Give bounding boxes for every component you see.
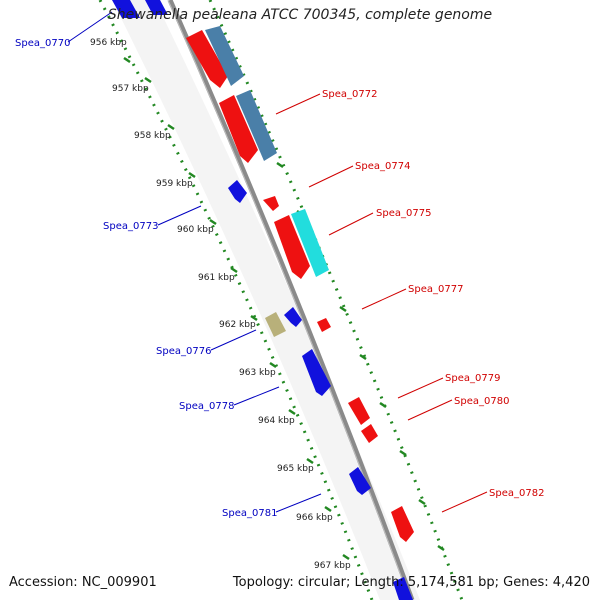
genome-backbone-shine — [167, 0, 411, 600]
gene-label-spea-0770[interactable]: Spea_0770 — [15, 38, 70, 49]
scale-label: 956 kbp — [90, 38, 127, 48]
gene-feature[interactable] — [145, 0, 168, 15]
kbp-tick — [230, 266, 238, 274]
gene-label-spea-0778[interactable]: Spea_0778 — [179, 401, 234, 412]
kbp-tick — [209, 218, 217, 226]
scale-label: 967 kbp — [314, 561, 351, 571]
gene-feature[interactable] — [302, 349, 331, 396]
kbp-tick — [437, 544, 445, 552]
label-leader-lines — [67, 11, 488, 513]
scale-label: 962 kbp — [219, 320, 256, 330]
scale-label: 958 kbp — [134, 131, 171, 141]
scale-label: 959 kbp — [156, 179, 193, 189]
kbp-tick — [276, 161, 284, 169]
gene-feature[interactable] — [348, 397, 370, 425]
gene-features — [112, 0, 414, 600]
gene-feature[interactable] — [265, 312, 286, 337]
gene-label-spea-0777[interactable]: Spea_0777 — [408, 284, 463, 295]
gene-feature[interactable] — [361, 424, 378, 443]
gene-feature[interactable] — [317, 318, 331, 332]
kbp-tick — [123, 56, 131, 64]
scale-label: 960 kbp — [177, 225, 214, 235]
gene-label-spea-0773[interactable]: Spea_0773 — [103, 221, 158, 232]
scale-label: 964 kbp — [258, 416, 295, 426]
kbp-tick — [144, 76, 152, 84]
kbp-tick — [188, 171, 196, 179]
gene-labels: Spea_0770 Spea_0772 Spea_0774 Spea_0775 … — [15, 38, 544, 519]
gene-feature[interactable] — [219, 95, 258, 163]
gene-feature[interactable] — [274, 215, 310, 279]
scale-label: 966 kbp — [296, 513, 333, 523]
gene-feature[interactable] — [284, 307, 302, 327]
scale-label: 965 kbp — [277, 464, 314, 474]
scale-label: 961 kbp — [198, 273, 235, 283]
gene-label-spea-0776[interactable]: Spea_0776 — [156, 346, 211, 357]
tick-tracks — [98, 0, 464, 600]
backbone-highlight — [112, 0, 420, 600]
scale-label: 957 kbp — [112, 84, 149, 94]
accession-text: Accession: NC_009901 — [9, 575, 157, 590]
gene-label-spea-0780[interactable]: Spea_0780 — [454, 396, 509, 407]
gene-label-spea-0782[interactable]: Spea_0782 — [489, 488, 544, 499]
kbp-tick — [399, 449, 407, 457]
gene-label-spea-0779[interactable]: Spea_0779 — [445, 373, 500, 384]
kbp-tick — [306, 457, 314, 465]
kbp-tick — [269, 361, 277, 369]
kbp-tick — [339, 305, 347, 313]
gene-feature[interactable] — [391, 506, 414, 542]
kbp-tick — [324, 505, 332, 513]
kbp-tick — [288, 408, 296, 416]
gene-label-spea-0781[interactable]: Spea_0781 — [222, 508, 277, 519]
kbp-tick — [342, 553, 350, 561]
gene-feature[interactable] — [236, 90, 277, 161]
kbp-tick — [379, 401, 387, 409]
scale-labels: 956 kbp 957 kbp 958 kbp 959 kbp 960 kbp … — [90, 38, 351, 571]
gene-feature[interactable] — [349, 467, 371, 495]
genome-backbone — [167, 0, 415, 600]
gene-label-spea-0772[interactable]: Spea_0772 — [322, 89, 377, 100]
kbp-tick — [359, 353, 367, 361]
gene-label-spea-0775[interactable]: Spea_0775 — [376, 208, 431, 219]
gene-feature[interactable] — [112, 0, 140, 18]
gene-feature[interactable] — [263, 196, 279, 211]
tick-track — [98, 0, 374, 600]
gene-label-spea-0774[interactable]: Spea_0774 — [355, 161, 410, 172]
kbp-tick — [167, 123, 175, 131]
kbp-tick — [250, 314, 258, 322]
gene-feature[interactable] — [228, 180, 247, 203]
map-title: Shewanella pealeana ATCC 700345, complet… — [107, 7, 493, 23]
gene-feature[interactable] — [205, 26, 244, 86]
gene-feature[interactable] — [291, 209, 329, 277]
gene-feature[interactable] — [186, 30, 228, 88]
tick-track — [208, 0, 464, 600]
genome-stats-text: Topology: circular; Length: 5,174,581 bp… — [232, 575, 590, 590]
scale-label: 963 kbp — [239, 368, 276, 378]
kbp-tick — [418, 498, 426, 506]
gene-feature[interactable] — [393, 577, 413, 600]
